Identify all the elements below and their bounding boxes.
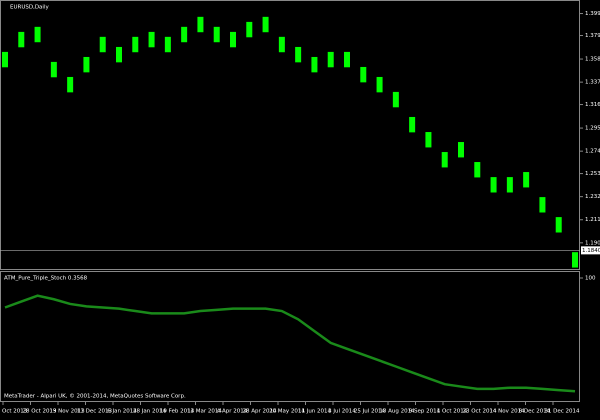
x-tick-label: 14 Nov 2014 [489,409,525,415]
price-bar [441,152,448,168]
x-tick-label: 6 Jan 2014 [107,409,137,415]
y-tick-label: 1.23290 [585,194,600,200]
x-tick-label: 4 Apr 2014 [217,409,248,415]
x-tick-label: 23 Oct 2014 [462,409,497,415]
price-bar [295,46,302,63]
x-tick-label: 11 Dec 2013 [77,409,113,415]
chart-title: EURUSD,Daily [10,5,49,11]
x-tick-label: 28 Oct 2013 [22,409,57,415]
price-bar [67,76,74,93]
price-bar [311,56,318,73]
price-bar [164,36,171,53]
x-tick-label: 31 Dec 2014 [544,409,580,415]
footer: MetaTrader - Alpari UK, © 2001-2014, Met… [4,393,186,400]
current-price-label: 1.18405 [582,248,600,254]
current-price-box [581,246,600,255]
y-tick-label: 1.21190 [585,217,600,223]
x-tick-label: 19 Nov 2013 [49,409,85,415]
price-bar [246,21,253,38]
price-bar [83,56,90,73]
price-bar [344,51,350,68]
main-frame [0,0,580,270]
x-tick-label: 13 Mar 2014 [187,409,222,415]
price-bar [409,116,416,133]
x-tick-label: 4 Oct 2013 [0,409,28,415]
price-bar [34,26,41,43]
price-bar [425,132,432,148]
price-bar [99,36,106,53]
y-tick-label: 1.35810 [585,57,600,63]
indicator-line [4,294,576,393]
price-bar [116,46,122,63]
price-bar [230,31,236,48]
y-tick-label: 1.19090 [585,240,600,246]
price-bar [181,26,188,43]
x-tick-label: 8 Dec 2014 [519,409,551,415]
price-bar [278,36,285,53]
price-bar [132,36,139,53]
x-tick-label: 25 Jul 2014 [354,409,386,415]
price-bar [360,66,367,83]
price-bar [213,26,220,43]
price-bar [18,31,25,48]
price-bar [262,16,269,33]
price-bar [327,51,334,68]
price-bar [539,197,546,213]
y-tick-label: 1.25390 [585,171,600,177]
price-bar [392,91,399,108]
y-tick-label: 100 [585,276,596,282]
x-tick-label: 9 Sep 2014 [409,409,441,415]
y-tick-label: 1.27430 [585,149,600,155]
price-bar [506,177,513,193]
x-tick-label: 3 Jul 2014 [328,409,356,415]
y-tick-label: 1.39950 [585,11,600,17]
price-bar [2,51,8,68]
x-tick-label: 11 Jun 2014 [298,409,332,415]
price-bar [555,217,562,233]
x-tick-label: 28 Jan 2014 [133,409,166,415]
price-bar [148,31,155,48]
price-bar [458,142,464,158]
x-tick-label: 19 Feb 2014 [160,409,195,415]
indicator-title: ATM_Pure_Triple_Stoch 0.3568 [4,276,88,282]
price-bar [490,177,497,193]
price-bar [474,162,481,178]
price-bar [572,252,578,268]
price-bar [376,76,383,93]
y-tick-label: 1.37950 [585,33,600,39]
indicator-frame [0,271,580,402]
price-bar [50,61,57,78]
price-bar [197,16,204,33]
x-tick-label: 1 Oct 2014 [437,409,468,415]
y-tick-label: 1.33710 [585,80,600,86]
y-tick-label: 1.29530 [585,126,600,132]
price-bar [523,172,530,188]
x-tick-label: 18 Aug 2014 [379,409,415,415]
x-tick-label: 28 Apr 2014 [242,409,277,415]
x-tick-label: 20 May 2014 [269,409,305,415]
y-tick-label: 1.31670 [585,102,600,108]
